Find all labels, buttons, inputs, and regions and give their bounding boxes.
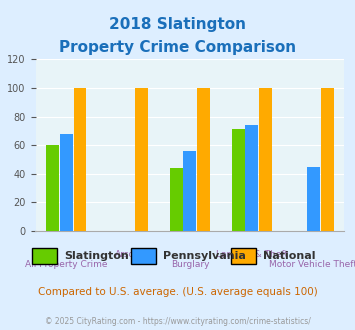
Text: © 2025 CityRating.com - https://www.cityrating.com/crime-statistics/: © 2025 CityRating.com - https://www.city… bbox=[45, 317, 310, 326]
Text: 2018 Slatington: 2018 Slatington bbox=[109, 16, 246, 31]
Text: Slatington: Slatington bbox=[64, 251, 129, 261]
Text: Compared to U.S. average. (U.S. average equals 100): Compared to U.S. average. (U.S. average … bbox=[38, 287, 317, 297]
Text: Burglary: Burglary bbox=[171, 260, 209, 269]
Bar bbox=[232, 129, 245, 231]
Bar bbox=[197, 88, 210, 231]
Text: Property Crime Comparison: Property Crime Comparison bbox=[59, 40, 296, 54]
Bar bbox=[307, 167, 320, 231]
Text: Pennsylvania: Pennsylvania bbox=[163, 251, 246, 261]
Bar bbox=[47, 145, 59, 231]
Bar bbox=[259, 88, 272, 231]
Text: All Property Crime: All Property Crime bbox=[25, 260, 108, 269]
Text: Larceny & Theft: Larceny & Theft bbox=[215, 249, 288, 259]
Bar bbox=[73, 88, 86, 231]
Bar bbox=[170, 168, 183, 231]
Bar bbox=[245, 125, 258, 231]
Bar bbox=[184, 151, 196, 231]
Bar bbox=[135, 88, 148, 231]
Text: Motor Vehicle Theft: Motor Vehicle Theft bbox=[269, 260, 355, 269]
Text: National: National bbox=[263, 251, 315, 261]
Bar bbox=[321, 88, 333, 231]
Text: Arson: Arson bbox=[115, 249, 141, 259]
Bar bbox=[60, 134, 73, 231]
